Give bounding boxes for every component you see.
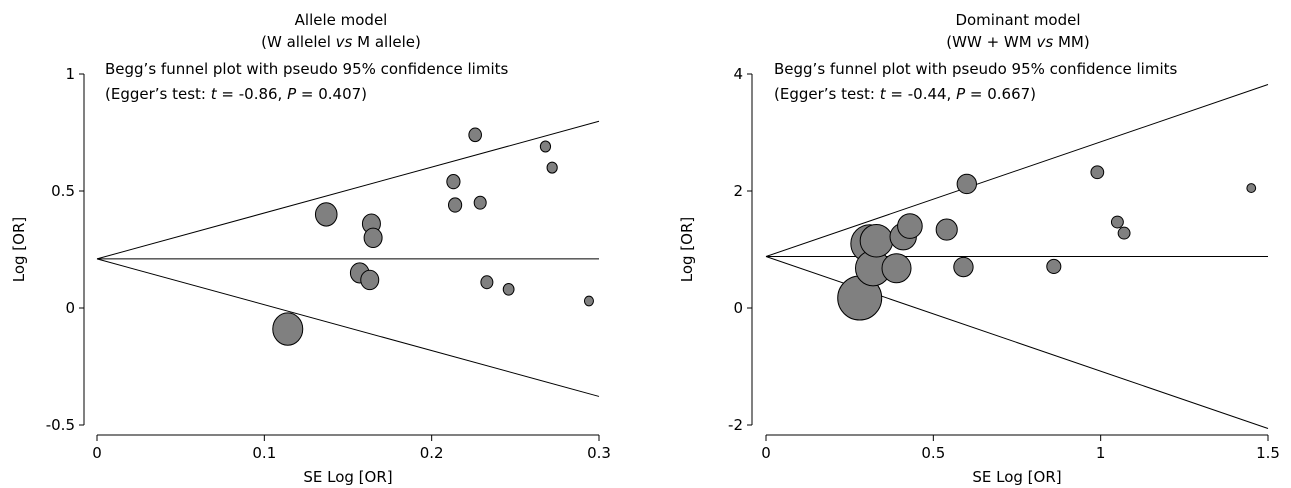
chart-1-annotation-line2-part: P: [287, 85, 297, 103]
chart-1-annotation-line2-part: = 0.407): [296, 85, 367, 103]
chart-1-subtitle: (W allelel vs M allele): [261, 33, 421, 51]
chart-1-study-point: [468, 127, 482, 143]
chart-1-study-point: [473, 195, 487, 210]
chart-1-annotation-line2-part: (Egger’s test:: [105, 85, 211, 103]
chart-2-y-axis-label: Log [OR]: [678, 217, 696, 283]
chart-1-title: Allele model: [295, 11, 388, 29]
chart-1-subtitle-part: M allele): [352, 33, 420, 51]
chart-1-study-point: [363, 227, 383, 249]
chart-2-study-point: [953, 256, 974, 278]
chart-1-annotation-line2-part: = -0.86,: [217, 85, 287, 103]
chart-2-annotation-line2-part: t: [880, 85, 887, 103]
chart-1-subtitle-part: (W allelel: [261, 33, 336, 51]
chart-2-study-point: [1046, 258, 1062, 275]
chart-2-x-tick-label: 1.5: [1256, 444, 1280, 462]
chart-2-lower-confidence-limit: [765, 256, 1269, 429]
chart-1-annotation-line2: (Egger’s test: t = -0.86, P = 0.407): [105, 85, 367, 103]
chart-1-study-point: [539, 140, 552, 153]
chart-2-subtitle: (WW + WM vs MM): [946, 33, 1089, 51]
chart-2-y-tick-label: -2: [728, 416, 743, 434]
chart-1-x-tick-label: 0: [92, 444, 102, 462]
chart-2-x-tick-label: 0.5: [921, 444, 945, 462]
chart-2-x-tick-label: 1: [1096, 444, 1106, 462]
chart-2-study-point: [897, 213, 923, 239]
chart-2-x-axis-label: SE Log [OR]: [972, 468, 1061, 486]
chart-1-lower-confidence-limit: [96, 258, 600, 397]
chart-2-annotation-line2-part: = 0.667): [965, 85, 1036, 103]
chart-2-study-point: [881, 253, 912, 284]
chart-1-upper-confidence-limit: [96, 120, 600, 260]
chart-1-x-tick-label: 0.3: [587, 444, 611, 462]
chart-1-study-point: [272, 312, 304, 346]
chart-1-y-axis-label: Log [OR]: [10, 217, 28, 283]
chart-2-subtitle-part: (WW + WM: [946, 33, 1036, 51]
chart-2-annotation-line2-part: (Egger’s test:: [774, 85, 880, 103]
chart-1-study-point: [314, 202, 338, 227]
chart-1-annotation-line2-part: t: [211, 85, 218, 103]
chart-1-x-axis-label: SE Log [OR]: [303, 468, 392, 486]
chart-2-upper-confidence-limit: [765, 84, 1269, 257]
chart-1-study-point: [502, 282, 515, 296]
chart-2-study-point: [1090, 165, 1105, 180]
chart-2-study-point: [1117, 226, 1131, 240]
chart-1-study-point: [546, 161, 558, 174]
chart-2-annotation-line2-part: = -0.44,: [886, 85, 956, 103]
chart-2-annotation-line2: (Egger’s test: t = -0.44, P = 0.667): [774, 85, 1036, 103]
chart-2-x-tick-label: 0: [761, 444, 771, 462]
chart-2-annotation-line2-part: P: [956, 85, 966, 103]
chart-1-x-tick-label: 0.1: [252, 444, 276, 462]
chart-2-y-tick-label: 4: [733, 65, 743, 83]
chart-1-y-tick-label: -0.5: [46, 416, 75, 434]
chart-2-y-tick-label: 0: [733, 299, 743, 317]
chart-1-subtitle-part: vs: [336, 33, 353, 51]
chart-2-subtitle-part: vs: [1036, 33, 1053, 51]
chart-1-y-tick-label: 1: [65, 65, 75, 83]
chart-1-annotation-line1: Begg’s funnel plot with pseudo 95% confi…: [105, 60, 509, 78]
chart-1-study-point: [360, 269, 380, 291]
chart-2-study-point: [956, 173, 977, 195]
chart-1-study-point: [480, 275, 494, 290]
chart-1-x-tick-label: 0.2: [420, 444, 444, 462]
chart-2-annotation-line1: Begg’s funnel plot with pseudo 95% confi…: [774, 60, 1178, 78]
chart-2-study-point: [1246, 183, 1257, 193]
chart-1-study-point: [583, 295, 594, 307]
chart-1-study-point: [447, 197, 463, 213]
chart-1-y-tick-label: 0.5: [51, 182, 75, 200]
chart-1-study-point: [446, 174, 461, 190]
chart-2-y-tick-label: 2: [733, 182, 743, 200]
chart-2-subtitle-part: MM): [1053, 33, 1090, 51]
chart-2-title: Dominant model: [955, 11, 1080, 29]
chart-2-study-point: [935, 218, 958, 241]
chart-2-study-point: [1110, 215, 1124, 229]
chart-2-study-point: [859, 223, 894, 258]
chart-1-y-tick-label: 0: [65, 299, 75, 317]
